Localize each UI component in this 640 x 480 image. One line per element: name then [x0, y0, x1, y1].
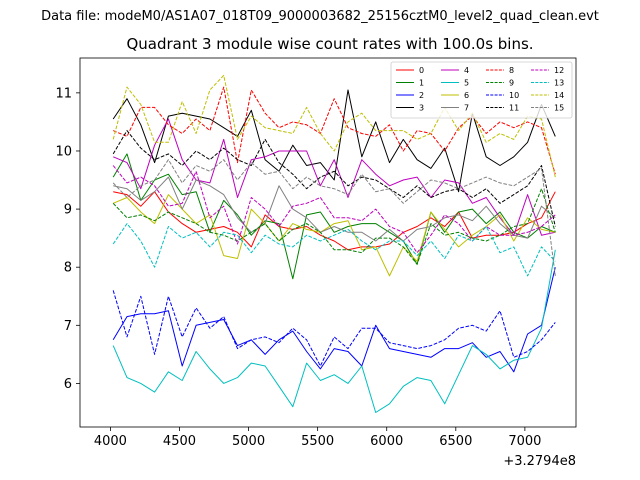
series-line-0	[113, 191, 556, 251]
series-line-4	[113, 118, 556, 236]
legend-label-7: 7	[464, 104, 469, 113]
x-tick-label: 6500	[439, 434, 472, 449]
legend-label-6: 6	[464, 91, 469, 100]
plot-frame	[79, 57, 577, 428]
y-tick-label: 10	[55, 144, 72, 159]
x-tick-label: 5500	[301, 434, 334, 449]
legend-label-2: 2	[419, 91, 424, 100]
series-line-7	[113, 176, 556, 242]
x-tick-label: 4000	[94, 434, 127, 449]
series-line-6	[113, 194, 556, 277]
series-line-9	[112, 188, 556, 265]
x-tick-label: 7000	[508, 434, 541, 449]
legend-label-13: 13	[554, 79, 564, 88]
chart-suptitle: Data file: modeM0/AS1A07_018T09_90000036…	[41, 9, 599, 24]
series-layer	[112, 74, 556, 413]
y-tick-label: 8	[64, 261, 72, 276]
legend-label-4: 4	[464, 66, 469, 75]
x-tick-label: 4500	[163, 434, 196, 449]
x-offset-label: +3.2794e8	[503, 454, 576, 469]
legend-label-5: 5	[464, 79, 469, 88]
series-line-15	[112, 159, 556, 276]
series-line-8	[113, 86, 556, 175]
legend-label-15: 15	[554, 104, 564, 113]
series-line-10	[112, 290, 556, 367]
series-line-11	[112, 130, 556, 227]
x-tick-label: 6000	[370, 434, 403, 449]
series-line-5	[112, 249, 556, 413]
series-line-3	[112, 89, 556, 193]
legend-label-1: 1	[419, 79, 424, 88]
legend-label-9: 9	[509, 79, 514, 88]
x-tick-label: 5000	[232, 434, 265, 449]
legend-label-14: 14	[554, 91, 564, 100]
legend-label-0: 0	[419, 66, 424, 75]
y-tick-label: 6	[64, 377, 72, 392]
legend-label-3: 3	[419, 104, 424, 113]
legend-label-11: 11	[509, 104, 519, 113]
chart-title: Quadrant 3 module wise count rates with …	[126, 35, 533, 53]
y-tick-label: 9	[64, 203, 72, 218]
y-tick-label: 11	[55, 86, 72, 101]
legend-box	[390, 61, 573, 119]
legend-label-8: 8	[509, 66, 514, 75]
series-line-2	[112, 267, 556, 373]
legend-label-10: 10	[509, 91, 519, 100]
series-line-13	[112, 223, 556, 277]
y-tick-label: 7	[64, 319, 72, 334]
series-line-14	[112, 74, 556, 178]
legend-label-12: 12	[554, 66, 564, 75]
